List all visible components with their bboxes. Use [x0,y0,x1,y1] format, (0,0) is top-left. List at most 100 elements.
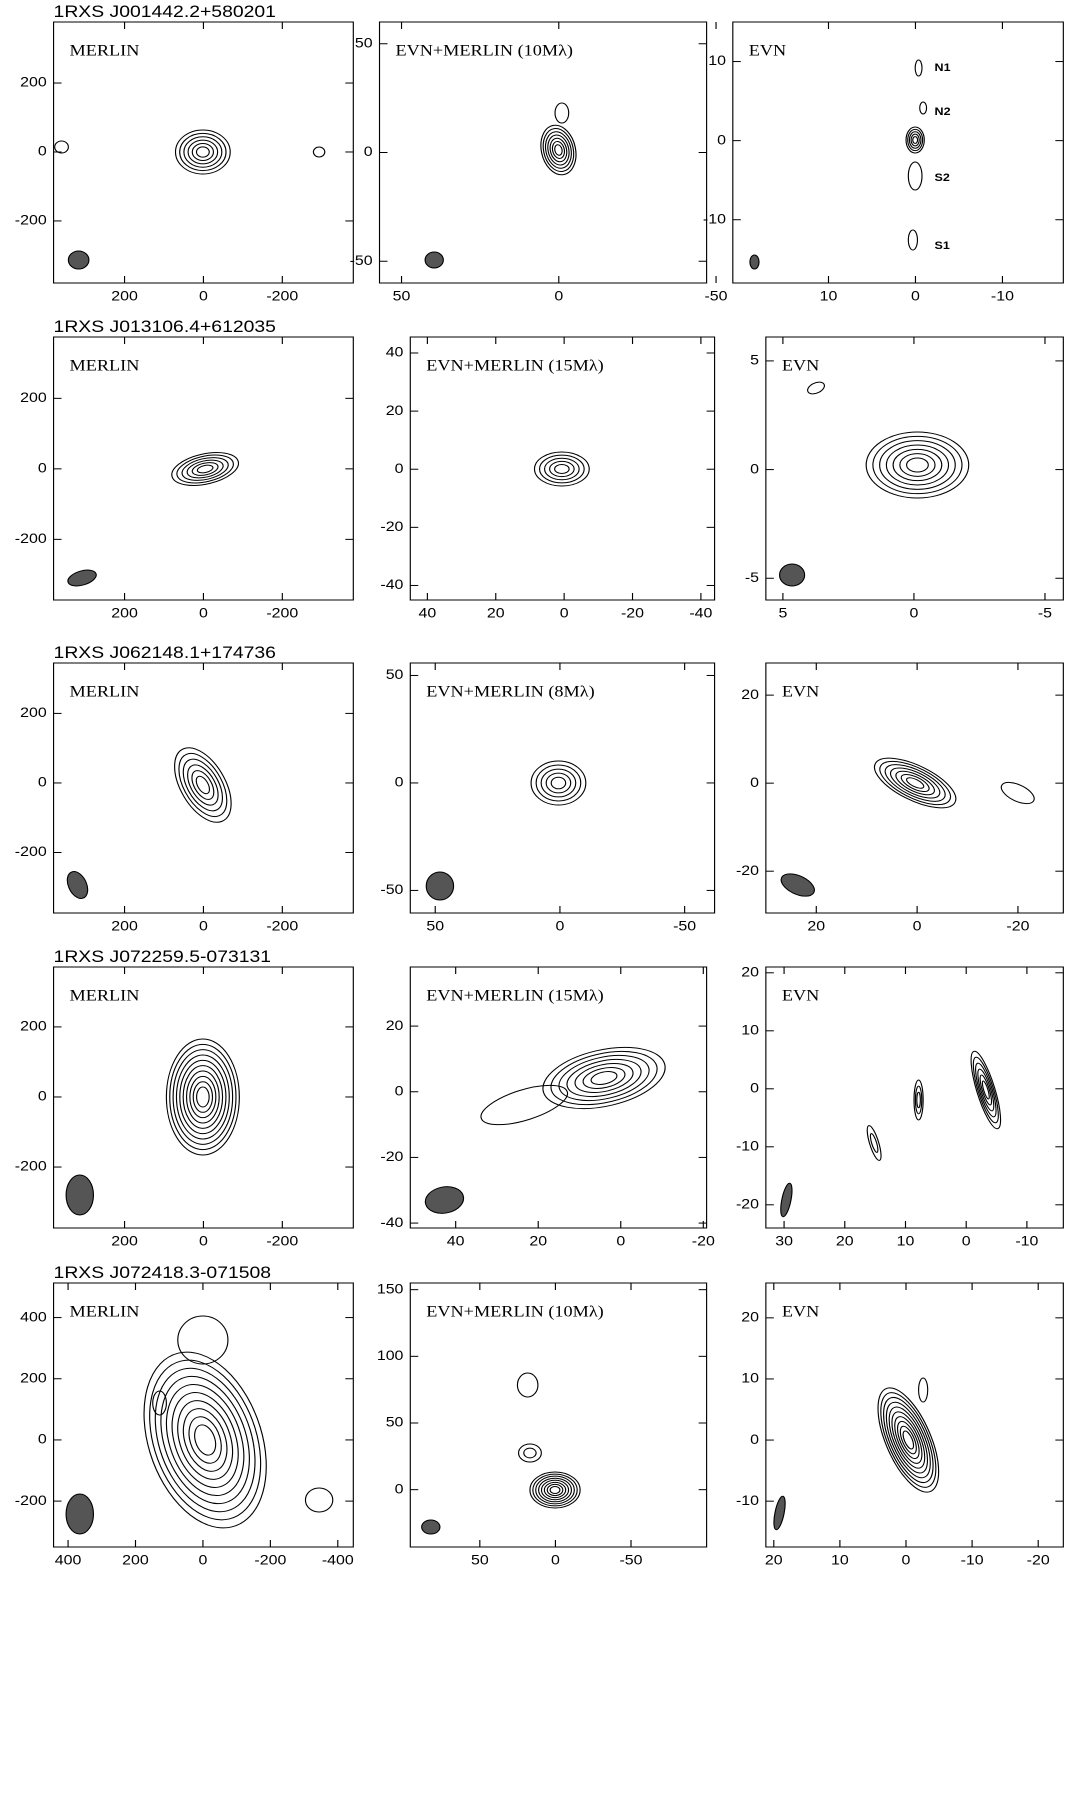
panel-frame [380,22,707,283]
x-tick-label: -10 [961,1553,984,1569]
y-tick-label: 20 [386,403,404,419]
contour [915,60,922,76]
contour [879,757,951,808]
x-tick-label: 0 [902,1553,911,1569]
contour [179,454,231,485]
panel-label: MERLIN [70,987,140,1005]
x-tick-label: 0 [913,919,922,935]
contour [163,740,243,829]
row-title: 1RXS J001442.2+580201 [54,2,276,21]
contour [550,1486,560,1493]
y-tick-label: -40 [380,577,403,593]
contour [551,777,565,789]
y-tick-label: 400 [20,1309,47,1325]
x-tick-label: 0 [554,289,563,305]
contour [191,460,220,477]
x-tick-label: -200 [266,919,298,935]
x-tick-label: -400 [322,1553,354,1569]
contour [517,1373,538,1397]
contour [178,1316,228,1364]
panel-label: EVN+MERLIN (15Mλ) [426,357,604,375]
page: {"chart_data":[ {"type":"contour","title… [0,0,1077,1794]
y-tick-label: -50 [380,882,403,898]
y-tick-label: 5 [750,352,759,368]
beam [426,872,453,900]
contour [176,1055,229,1139]
x-tick-label: -10 [991,289,1014,305]
x-tick-label: 5 [778,606,787,622]
figure: 1RXS J001442.2+580201MERLIN2000-200-2000… [0,0,1077,1794]
y-tick-label: 20 [741,687,759,703]
contour [173,1050,233,1145]
contour [197,1087,210,1107]
y-tick-label: 0 [750,1080,759,1096]
x-tick-label: 20 [836,1234,854,1250]
beam [65,567,98,589]
x-tick-label: 0 [551,1553,560,1569]
y-tick-label: 200 [20,75,47,91]
x-tick-label: -20 [692,1234,715,1250]
contour [551,141,566,160]
annotation: S1 [935,240,951,252]
contour [187,1071,220,1123]
beam [66,1494,93,1534]
panel-frame [766,663,1063,913]
contour [885,762,945,804]
y-tick-label: -10 [736,1138,759,1154]
y-tick-label: 0 [38,1089,47,1105]
contour [540,455,585,483]
x-tick-label: -200 [266,289,298,305]
x-tick-label: 0 [556,919,565,935]
contour [872,753,957,813]
x-tick-label: -5 [1038,606,1052,622]
contour [571,1058,636,1097]
y-tick-label: 0 [364,144,373,160]
contour [864,1125,883,1162]
panel-label: EVN [782,683,819,701]
y-tick-label: 10 [741,1371,759,1387]
contour [919,1378,928,1402]
x-tick-label: 200 [111,289,138,305]
contour [908,162,922,190]
contour [589,1069,618,1086]
y-tick-label: 0 [38,460,47,476]
contour [194,775,213,796]
contour [900,454,935,477]
x-tick-label: -20 [1006,919,1029,935]
contour [124,1340,287,1540]
x-tick-label: 0 [199,919,208,935]
beam [422,1183,467,1217]
x-tick-label: 50 [426,919,444,935]
x-tick-label: 200 [111,919,138,935]
contour [554,144,563,156]
contour [920,102,927,114]
contour [865,1381,951,1498]
beam [779,1183,795,1218]
contour [476,1077,573,1133]
y-tick-label: 0 [395,1083,404,1099]
contour [880,441,956,490]
y-tick-label: -20 [736,1196,759,1212]
y-tick-label: -200 [15,844,47,860]
contour [524,1448,536,1458]
y-tick-label: -200 [15,531,47,547]
contour [196,464,213,474]
contour [166,1039,239,1155]
contour [191,1423,219,1457]
contour [886,445,948,485]
x-tick-label: 40 [419,606,437,622]
contour [131,1349,279,1530]
panel-label: EVN [782,987,819,1005]
panel-label: EVN+MERLIN (8Mλ) [426,683,594,701]
annotation: N2 [935,106,951,118]
contour [154,1377,257,1503]
x-tick-label: 0 [199,289,208,305]
contour [965,1049,1006,1130]
y-tick-label: 200 [20,1370,47,1386]
x-tick-label: 400 [55,1553,82,1569]
panel-frame [54,663,354,913]
contour [908,230,917,250]
contour [184,137,222,168]
annotation: S2 [935,172,951,184]
panel-label: MERLIN [70,42,140,60]
